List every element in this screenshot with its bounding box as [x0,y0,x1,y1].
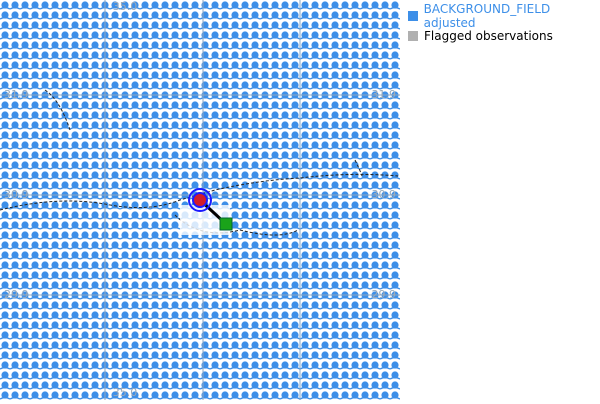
legend-item[interactable]: Flagged observations [408,26,600,46]
grid-label: 35.0 [113,0,138,13]
target-ring [188,188,212,212]
legend-swatch [408,31,418,41]
grid-label: 29.9 [372,288,397,301]
legend-label: BACKGROUND_FIELD adjusted [423,2,551,30]
station [219,217,233,231]
legend-label: Flagged observations [424,29,553,43]
legend-item[interactable]: BACKGROUND_FIELD adjusted [408,2,600,30]
target [192,192,208,208]
grid-label: 31.9 [372,88,397,101]
grid-label: 35.0 [113,386,138,399]
grid-label: 29.9 [4,288,29,301]
grid-label: 31.9 [4,88,29,101]
legend-swatch [408,11,418,21]
grid-label: 30.9 [4,188,29,201]
legend: BACKGROUND_FIELD adjusted Flagged observa… [408,2,600,46]
map: 31.9 30.9 29.9 31.9 30.9 29.9 35.0 35.0 [0,0,400,400]
grid-label: 30.9 [372,188,397,201]
